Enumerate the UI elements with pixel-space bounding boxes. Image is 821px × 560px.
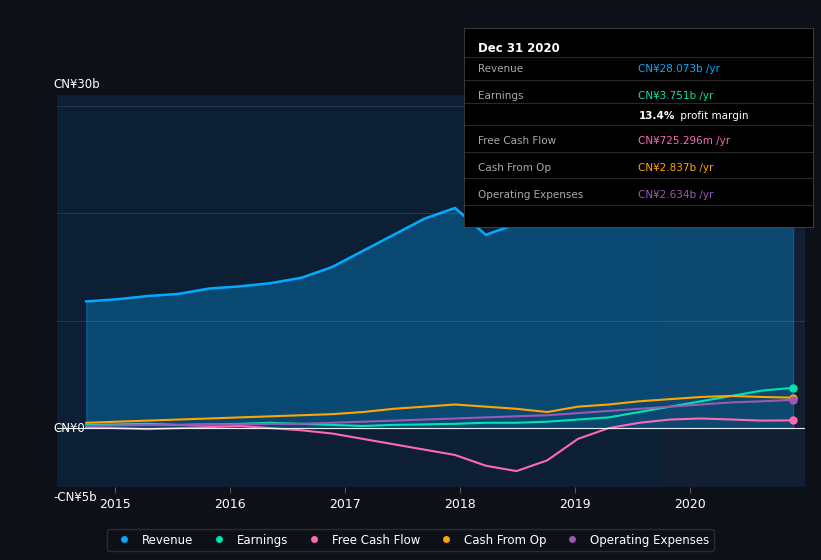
Text: Free Cash Flow: Free Cash Flow [478,136,556,146]
Text: CN¥0: CN¥0 [53,422,85,435]
Text: -CN¥5b: -CN¥5b [53,491,98,504]
Text: Cash From Op: Cash From Op [478,163,551,173]
Text: Revenue: Revenue [478,64,523,74]
Legend: Revenue, Earnings, Free Cash Flow, Cash From Op, Operating Expenses: Revenue, Earnings, Free Cash Flow, Cash … [108,529,713,551]
Text: CN¥725.296m /yr: CN¥725.296m /yr [639,136,731,146]
Text: CN¥30b: CN¥30b [53,78,100,91]
Text: CN¥28.073b /yr: CN¥28.073b /yr [639,64,720,74]
Text: CN¥3.751b /yr: CN¥3.751b /yr [639,91,713,101]
Text: Dec 31 2020: Dec 31 2020 [478,42,560,55]
Text: profit margin: profit margin [677,110,748,120]
Text: Earnings: Earnings [478,91,523,101]
Text: CN¥2.634b /yr: CN¥2.634b /yr [639,190,713,200]
Text: Operating Expenses: Operating Expenses [478,190,583,200]
Bar [661,95,805,487]
Text: CN¥2.837b /yr: CN¥2.837b /yr [639,163,713,173]
Text: 13.4%: 13.4% [639,110,675,120]
